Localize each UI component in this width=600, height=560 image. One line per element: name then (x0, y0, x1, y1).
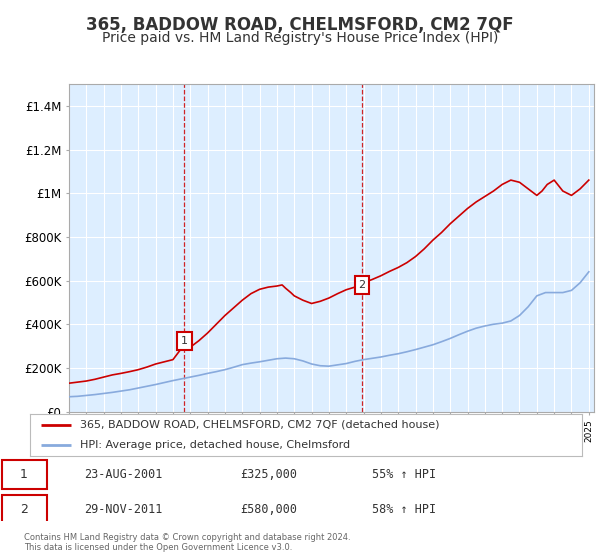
Text: HPI: Average price, detached house, Chelmsford: HPI: Average price, detached house, Chel… (80, 440, 350, 450)
Text: 1: 1 (181, 335, 188, 346)
Text: 23-AUG-2001: 23-AUG-2001 (84, 468, 163, 481)
Text: Price paid vs. HM Land Registry's House Price Index (HPI): Price paid vs. HM Land Registry's House … (102, 31, 498, 45)
Text: £325,000: £325,000 (240, 468, 297, 481)
Text: 2: 2 (20, 503, 28, 516)
Text: 365, BADDOW ROAD, CHELMSFORD, CM2 7QF: 365, BADDOW ROAD, CHELMSFORD, CM2 7QF (86, 16, 514, 34)
Text: 1: 1 (20, 468, 28, 481)
Text: 2: 2 (358, 280, 365, 290)
Text: This data is licensed under the Open Government Licence v3.0.: This data is licensed under the Open Gov… (24, 543, 292, 552)
Text: Contains HM Land Registry data © Crown copyright and database right 2024.: Contains HM Land Registry data © Crown c… (24, 533, 350, 542)
Text: 58% ↑ HPI: 58% ↑ HPI (372, 503, 436, 516)
Text: 29-NOV-2011: 29-NOV-2011 (84, 503, 163, 516)
Text: 55% ↑ HPI: 55% ↑ HPI (372, 468, 436, 481)
FancyBboxPatch shape (2, 495, 47, 524)
FancyBboxPatch shape (2, 460, 47, 488)
Text: £580,000: £580,000 (240, 503, 297, 516)
Text: 365, BADDOW ROAD, CHELMSFORD, CM2 7QF (detached house): 365, BADDOW ROAD, CHELMSFORD, CM2 7QF (d… (80, 420, 439, 430)
